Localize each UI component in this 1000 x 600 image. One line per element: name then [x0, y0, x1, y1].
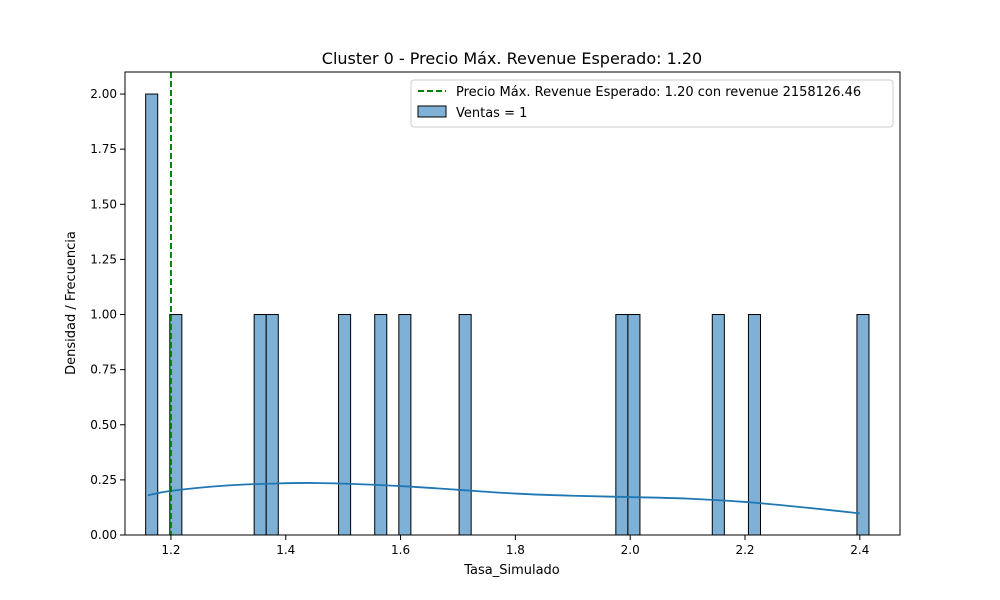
histogram-bar — [398, 314, 412, 536]
plot-area — [145, 72, 870, 536]
x-tick-label: 2.0 — [621, 543, 640, 557]
x-tick-label: 1.2 — [161, 543, 180, 557]
histogram-bar — [145, 93, 159, 536]
histogram-bar — [253, 314, 267, 536]
x-tick-label: 2.2 — [735, 543, 754, 557]
histogram-bar — [374, 314, 388, 536]
y-axis-label: Densidad / Frecuencia — [64, 231, 79, 375]
legend-box — [410, 79, 894, 128]
y-tick-label: 0.75 — [90, 363, 117, 377]
chart-title: Cluster 0 - Precio Máx. Revenue Esperado… — [322, 49, 702, 68]
y-tick-label: 1.50 — [90, 197, 117, 211]
y-tick-label: 0.50 — [90, 418, 117, 432]
y-tick-label: 1.00 — [90, 308, 117, 322]
legend-patch-swatch — [417, 105, 447, 118]
histogram-bar — [627, 314, 641, 536]
axes-frame — [124, 71, 901, 536]
y-tick-label: 0.00 — [90, 528, 117, 542]
histogram-bar — [711, 314, 725, 536]
y-tick-label: 0.25 — [90, 473, 117, 487]
y-axis: 0.00 0.25 0.50 0.75 1.00 1.25 1.50 1.75 2.00 — [90, 87, 125, 542]
y-tick-label: 1.75 — [90, 142, 117, 156]
legend: Precio Máx. Revenue Esperado: 1.20 con r… — [410, 79, 894, 128]
histogram-bar — [458, 314, 472, 536]
y-tick-label: 1.25 — [90, 252, 117, 266]
histogram-bar — [338, 314, 352, 536]
kde-curve — [147, 481, 860, 515]
y-tick-label: 2.00 — [90, 87, 117, 101]
x-tick-label: 1.6 — [391, 543, 410, 557]
x-tick-label: 1.4 — [276, 543, 295, 557]
x-tick-label: 2.4 — [850, 543, 869, 557]
x-axis-label: Tasa_Simulado — [463, 563, 560, 578]
x-axis: 1.2 1.4 1.6 1.8 2.0 2.2 2.4 — [161, 535, 869, 557]
legend-label-histogram: Ventas = 1 — [456, 106, 527, 121]
histogram-bar — [615, 314, 629, 536]
legend-label-reference: Precio Máx. Revenue Esperado: 1.20 con r… — [456, 85, 861, 100]
histogram-bar — [856, 314, 870, 536]
histogram-bar — [265, 314, 279, 536]
x-tick-label: 1.8 — [506, 543, 525, 557]
